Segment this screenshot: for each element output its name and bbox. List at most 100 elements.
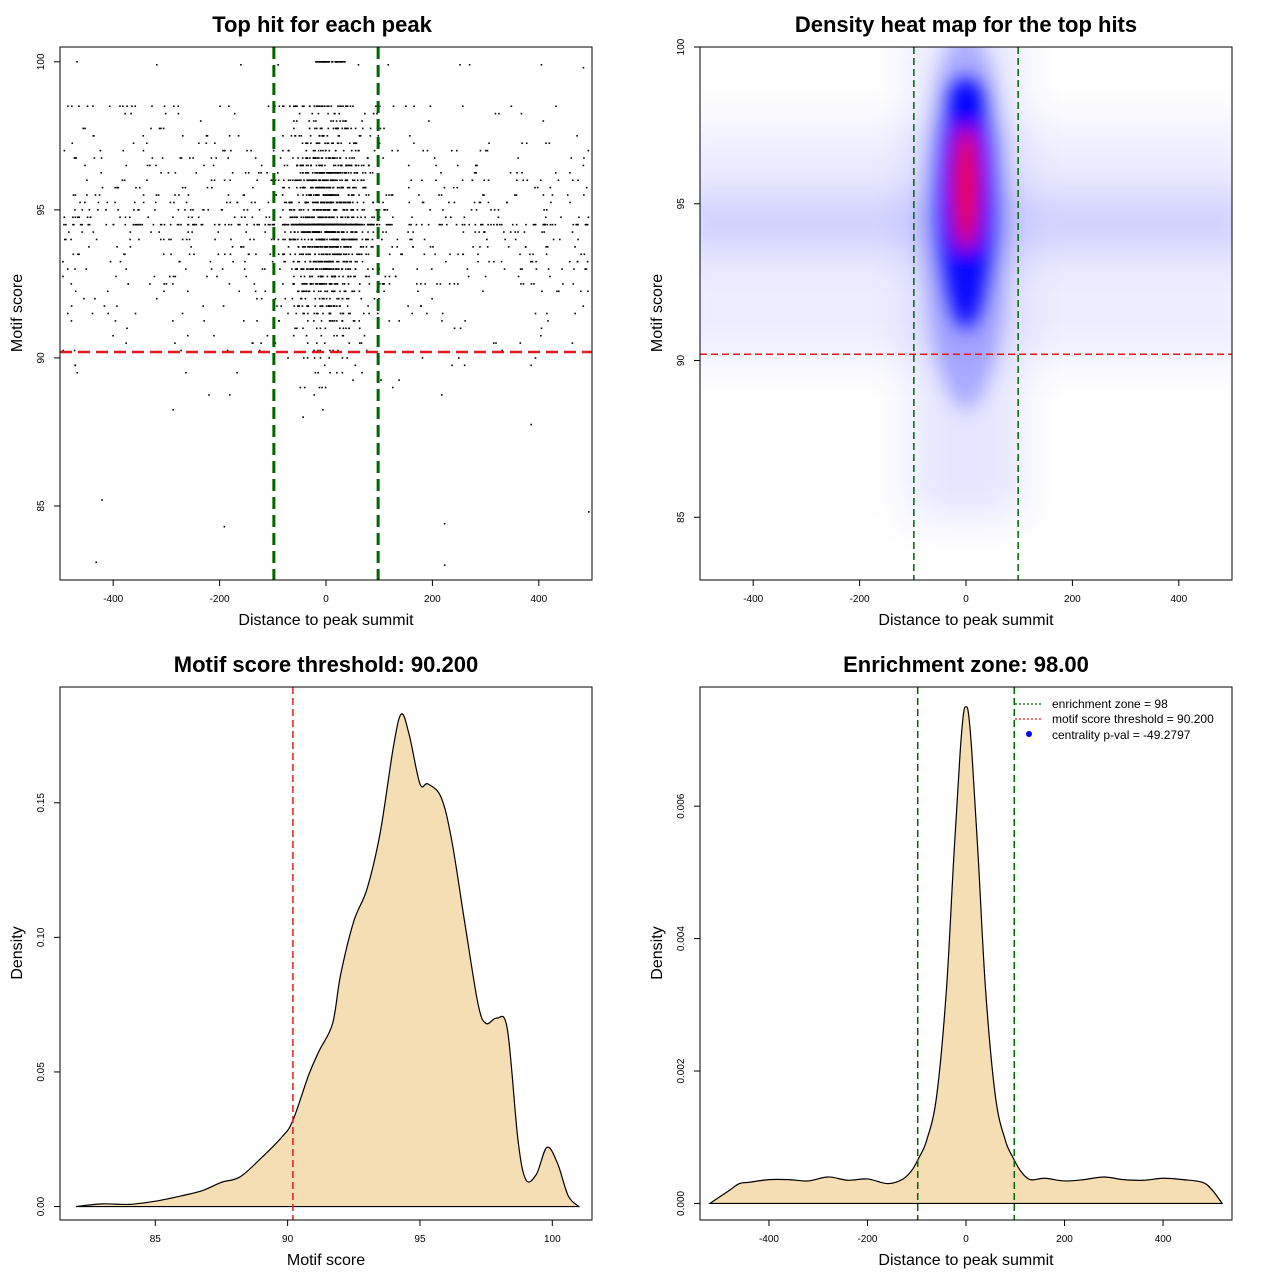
scatter-point [329, 312, 331, 315]
scatter-point [376, 223, 379, 226]
scatter-point [325, 268, 328, 270]
scatter-point [551, 223, 554, 226]
scatter-point [352, 320, 355, 322]
scatter-point [397, 149, 399, 152]
scatter-point [474, 164, 477, 167]
scatter-point [227, 157, 230, 159]
scatter-point [332, 349, 334, 352]
scatter-point [258, 349, 261, 352]
scatter-point [520, 283, 522, 285]
scatter-point [542, 223, 545, 226]
scatter-point [324, 105, 326, 108]
scatter-point [315, 157, 317, 159]
scatter-point [98, 194, 101, 196]
scatter-point [514, 238, 517, 241]
scatter-point [345, 327, 347, 330]
scatter-point [336, 283, 339, 285]
scatter-point [331, 290, 333, 293]
scatter-point [323, 186, 326, 189]
scatter-point [189, 157, 191, 159]
y-tick-label: 85 [36, 500, 47, 512]
scatter-point [174, 194, 176, 196]
scatter-point [364, 186, 367, 189]
scatter-point [318, 164, 321, 167]
scatter-point [378, 283, 381, 285]
scatter-point [336, 231, 339, 233]
scatter-point [292, 179, 294, 182]
scatter-point [253, 223, 255, 226]
scatter-point [300, 135, 303, 137]
scatter-point [281, 223, 284, 226]
scatter-point [77, 253, 79, 256]
scatter-point [335, 127, 338, 130]
scatter-point [239, 223, 241, 226]
scatter-point [332, 186, 334, 189]
score-density-area [75, 713, 581, 1208]
scatter-point [308, 275, 311, 278]
scatter-point [341, 312, 344, 315]
scatter-point [210, 157, 213, 159]
scatter-point [391, 223, 393, 226]
scatter-point [483, 179, 486, 182]
y-tick-label: 95 [36, 204, 47, 216]
scatter-point [86, 216, 89, 219]
scatter-point [291, 297, 294, 300]
scatter-point [318, 172, 321, 174]
scatter-point [197, 216, 200, 219]
scatter-point [324, 179, 327, 182]
scatter-point [191, 216, 193, 219]
scatter-point [327, 105, 330, 108]
scatter-point [78, 253, 80, 256]
heatmap-reference-lines [700, 47, 1232, 580]
scatter-point [314, 253, 316, 256]
scatter-point [303, 283, 306, 285]
scatter-point [334, 112, 336, 115]
scatter-point [280, 305, 283, 307]
scatter-point [328, 157, 331, 159]
score-density-y-axis: 0.000.050.100.15 [36, 793, 60, 1216]
scatter-point [541, 231, 543, 233]
scatter-point [336, 216, 339, 219]
scatter-point [353, 157, 355, 159]
scatter-point [170, 238, 172, 241]
scatter-point [323, 209, 325, 211]
score-density-title: Motif score threshold: 90.200 [174, 652, 478, 677]
scatter-point [557, 290, 560, 293]
scatter-point [352, 216, 355, 219]
scatter-point [358, 320, 361, 322]
scatter-point [322, 223, 325, 226]
scatter-point [554, 223, 557, 226]
scatter-point [282, 283, 284, 285]
scatter-point [134, 105, 137, 108]
scatter-point [301, 290, 303, 293]
scatter-point [346, 357, 348, 359]
scatter-point [347, 172, 350, 174]
scatter-point [497, 209, 500, 211]
scatter-point [293, 275, 295, 278]
scatter-point [132, 142, 135, 145]
scatter-point [134, 312, 137, 315]
scatter-point [315, 179, 318, 182]
scatter-point [320, 105, 323, 108]
scatter-point [312, 268, 315, 270]
scatter-point [330, 320, 332, 322]
scatter-point [385, 223, 388, 226]
scatter-point [292, 223, 295, 226]
scatter-point [317, 149, 320, 152]
scatter-point [72, 194, 75, 196]
scatter-point [254, 201, 256, 204]
scatter-point [411, 216, 413, 219]
scatter-point [291, 268, 293, 270]
scatter-point [250, 201, 253, 204]
scatter-point [283, 186, 285, 189]
scatter-point [164, 112, 167, 115]
scatter-point [350, 164, 353, 167]
scatter-point [371, 216, 373, 219]
scatter-point [356, 260, 358, 263]
scatter-point [303, 275, 306, 278]
scatter-point [295, 120, 298, 122]
scatter-point [365, 194, 368, 196]
scatter-point [327, 268, 329, 270]
scatter-point [353, 179, 356, 182]
scatter-point [339, 312, 342, 315]
